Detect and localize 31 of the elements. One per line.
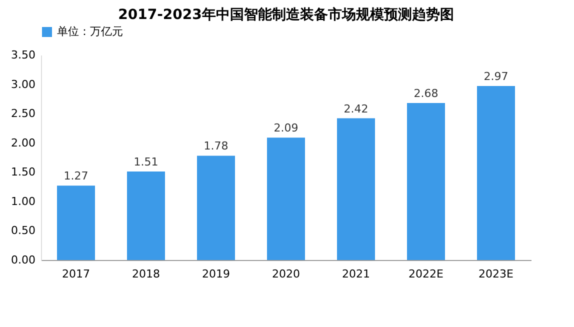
data-label: 2.09 xyxy=(274,122,298,135)
bar xyxy=(477,86,515,260)
y-tick-label: 1.00 xyxy=(11,194,36,208)
y-tick-label: 1.50 xyxy=(11,166,36,179)
x-tick-label: 2022E xyxy=(408,268,444,280)
y-tick-label: 3.50 xyxy=(11,48,36,62)
y-tick-label: 2.00 xyxy=(11,136,36,150)
bar xyxy=(337,118,375,260)
chart-title: 2017-2023年中国智能制造装备市场规模预测趋势图 xyxy=(118,6,454,23)
data-label: 1.27 xyxy=(64,170,88,183)
bar xyxy=(267,138,305,260)
bar xyxy=(57,186,95,260)
data-label: 2.42 xyxy=(344,102,368,116)
x-tick-label: 2023E xyxy=(478,268,514,280)
data-label: 2.97 xyxy=(484,70,508,84)
data-label: 1.78 xyxy=(204,140,228,153)
bar xyxy=(127,172,165,260)
x-tick-label: 2017 xyxy=(62,268,90,280)
data-label: 2.68 xyxy=(414,87,438,100)
y-tick-label: 0.00 xyxy=(11,254,36,266)
x-tick-label: 2019 xyxy=(202,268,230,280)
y-tick-label: 2.50 xyxy=(11,107,36,120)
x-tick-label: 2020 xyxy=(272,268,300,280)
legend-label: 单位：万亿元 xyxy=(57,25,123,38)
y-tick-label: 0.50 xyxy=(11,224,36,238)
x-tick-label: 2018 xyxy=(132,268,160,280)
bar xyxy=(407,103,445,260)
x-tick-label: 2021 xyxy=(342,268,370,280)
y-tick-label: 3.00 xyxy=(11,78,36,91)
data-label: 1.51 xyxy=(134,156,158,169)
bar xyxy=(197,156,235,260)
